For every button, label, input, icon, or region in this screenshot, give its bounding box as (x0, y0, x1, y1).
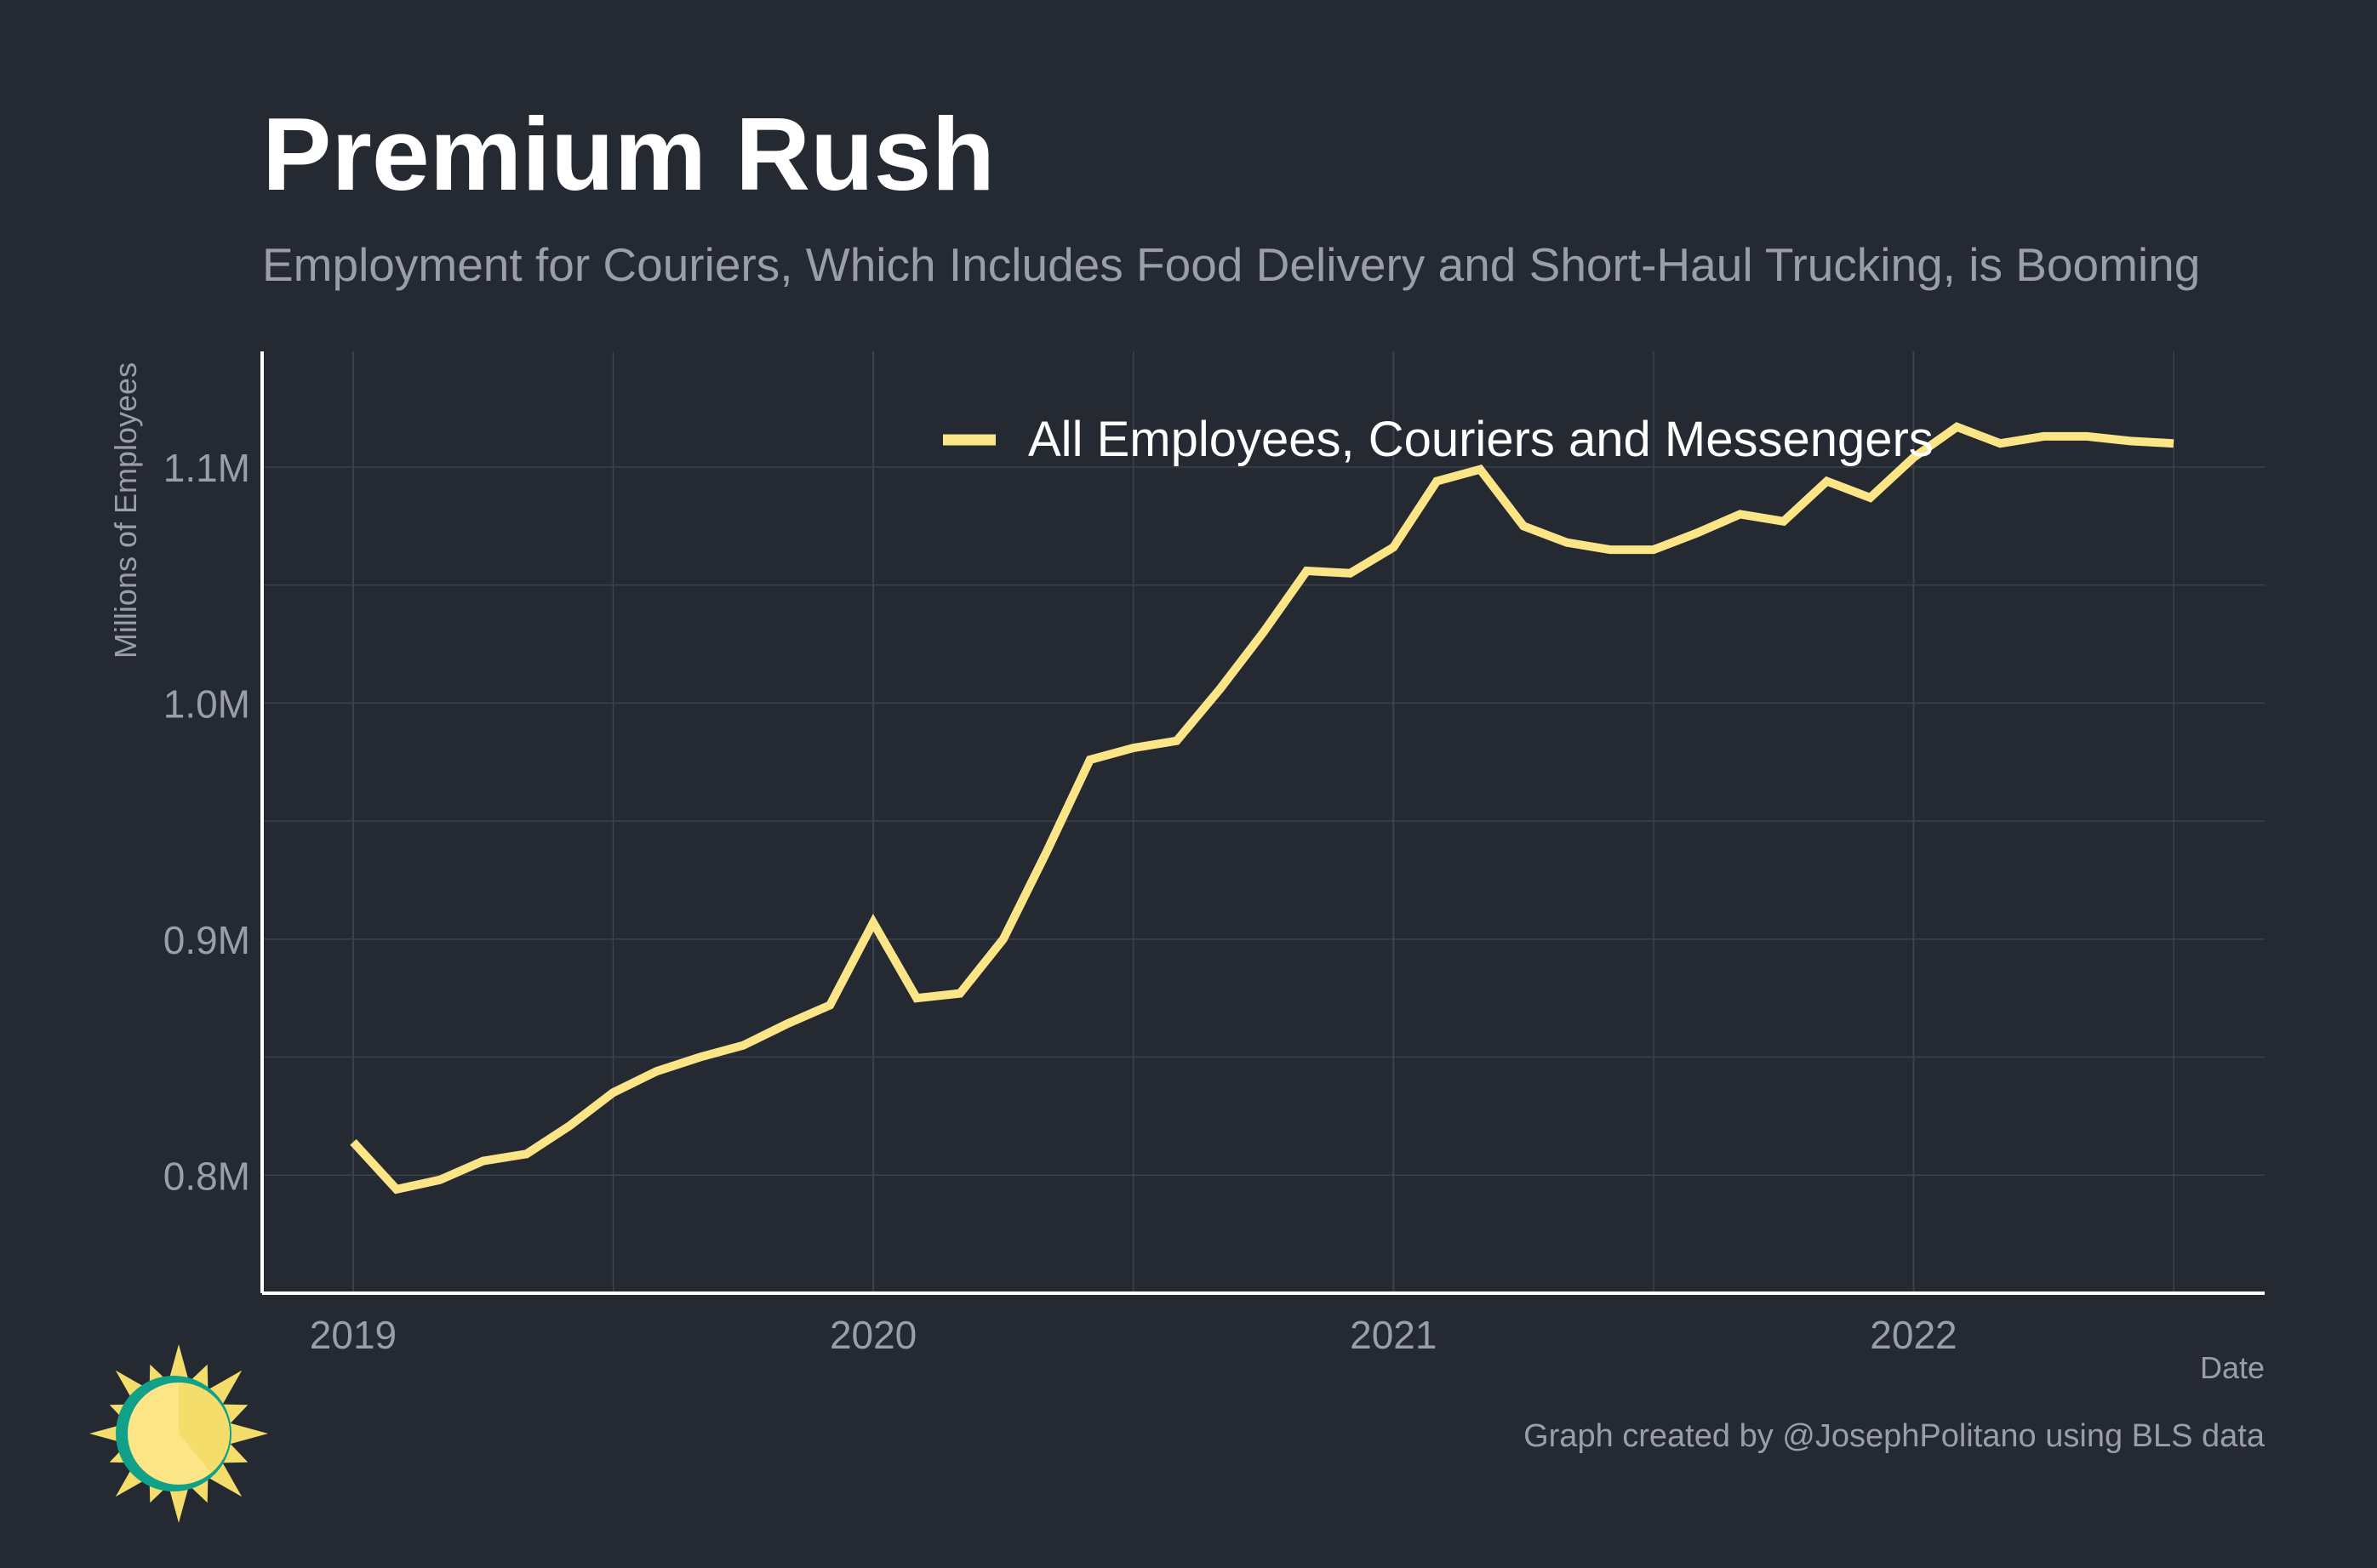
x-axis-title: Date (2200, 1350, 2265, 1385)
sun-logo-icon (89, 1344, 268, 1523)
legend: All Employees, Couriers and Messengers (943, 412, 1934, 467)
x-tick-label: 2022 (1870, 1313, 1957, 1357)
x-axis-ticks: 2019 2020 2021 2022 (310, 1313, 1957, 1357)
x-tick-label: 2020 (830, 1313, 917, 1357)
y-axis-ticks: 0.8M 0.9M 1.0M 1.1M (163, 446, 250, 1198)
legend-label: All Employees, Couriers and Messengers (1028, 412, 1934, 467)
series-line (350, 422, 2174, 1195)
grid-lines (262, 351, 2265, 1293)
y-tick-label: 0.8M (163, 1154, 250, 1198)
caption: Graph created by @JosephPolitano using B… (1523, 1418, 2266, 1454)
y-tick-label: 1.0M (163, 681, 250, 726)
chart-subtitle: Employment for Couriers, Which Includes … (262, 238, 2200, 291)
y-tick-label: 0.9M (163, 918, 250, 962)
series-layer (350, 422, 2174, 1195)
y-axis-title: Millions of Employees (108, 362, 143, 659)
sun-shade (179, 1383, 230, 1473)
x-tick-label: 2021 (1350, 1313, 1437, 1357)
x-tick-label: 2019 (310, 1313, 397, 1357)
chart-title: Premium Rush (262, 96, 995, 212)
y-tick-label: 1.1M (163, 446, 250, 490)
